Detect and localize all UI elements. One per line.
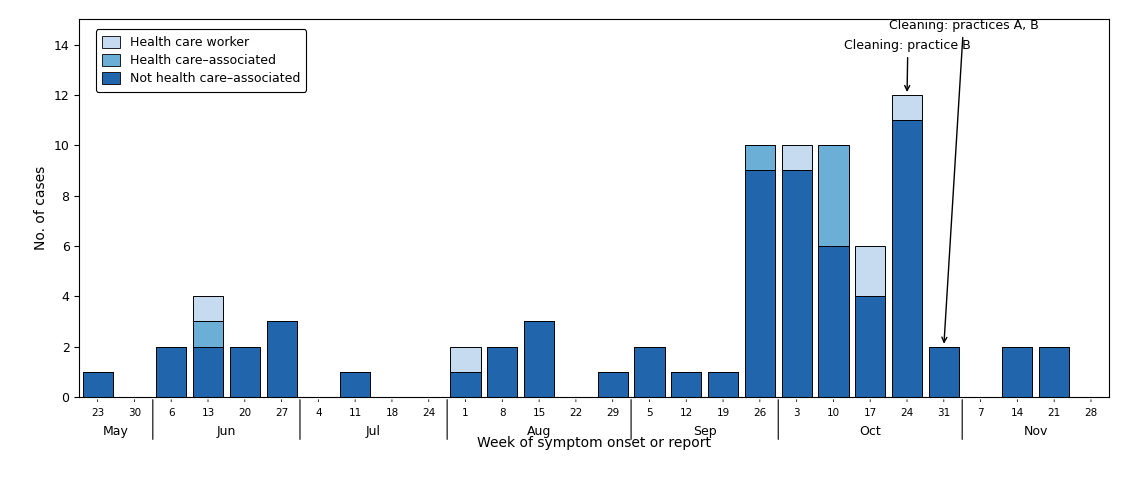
Text: 12: 12 <box>679 408 693 418</box>
Bar <box>487 347 517 397</box>
Bar <box>1002 347 1032 397</box>
Bar <box>192 347 223 397</box>
Text: 17: 17 <box>864 408 877 418</box>
Text: 30: 30 <box>128 408 142 418</box>
Bar <box>451 347 481 372</box>
Text: 28: 28 <box>1084 408 1098 418</box>
Bar <box>671 372 702 397</box>
Text: 23: 23 <box>91 408 104 418</box>
Legend: Health care worker, Health care–associated, Not health care–associated: Health care worker, Health care–associat… <box>96 30 306 91</box>
Text: 27: 27 <box>275 408 289 418</box>
Bar <box>892 120 923 397</box>
Text: 15: 15 <box>532 408 546 418</box>
Text: 14: 14 <box>1011 408 1024 418</box>
Y-axis label: No. of cases: No. of cases <box>34 166 48 250</box>
Text: Aug: Aug <box>526 424 551 438</box>
Bar <box>818 246 849 397</box>
Bar <box>634 347 664 397</box>
Bar <box>192 321 223 347</box>
Bar <box>892 95 923 120</box>
Bar <box>745 170 775 397</box>
X-axis label: Week of symptom onset or report: Week of symptom onset or report <box>478 436 711 450</box>
Bar <box>781 170 812 397</box>
Bar <box>524 321 555 397</box>
Bar <box>230 347 260 397</box>
Text: 26: 26 <box>753 408 766 418</box>
Bar <box>340 372 370 397</box>
Bar <box>192 296 223 321</box>
Bar <box>708 372 738 397</box>
Text: 18: 18 <box>385 408 398 418</box>
Bar <box>781 145 812 170</box>
Text: 1: 1 <box>462 408 469 418</box>
Text: 13: 13 <box>201 408 215 418</box>
Text: 8: 8 <box>499 408 506 418</box>
Text: 29: 29 <box>606 408 619 418</box>
Text: Sep: Sep <box>693 424 717 438</box>
Text: 5: 5 <box>646 408 653 418</box>
Bar <box>745 145 775 170</box>
Bar <box>451 372 481 397</box>
Text: 6: 6 <box>168 408 174 418</box>
Bar <box>156 347 187 397</box>
Text: May: May <box>103 424 129 438</box>
Text: 10: 10 <box>826 408 840 418</box>
Text: Jul: Jul <box>366 424 381 438</box>
Text: 31: 31 <box>937 408 951 418</box>
Text: Cleaning: practices A, B: Cleaning: practices A, B <box>889 19 1038 342</box>
Text: 24: 24 <box>422 408 436 418</box>
Text: 4: 4 <box>315 408 321 418</box>
Text: 22: 22 <box>569 408 583 418</box>
Text: Oct: Oct <box>859 424 881 438</box>
Text: 19: 19 <box>717 408 730 418</box>
Bar <box>855 246 885 296</box>
Text: 24: 24 <box>900 408 914 418</box>
Bar <box>928 347 959 397</box>
Bar <box>1039 347 1070 397</box>
Bar <box>855 296 885 397</box>
Bar <box>266 321 297 397</box>
Text: 3: 3 <box>794 408 800 418</box>
Text: 20: 20 <box>238 408 251 418</box>
Bar <box>818 145 849 246</box>
Bar <box>598 372 628 397</box>
Text: Jun: Jun <box>216 424 237 438</box>
Text: Nov: Nov <box>1023 424 1048 438</box>
Text: Cleaning: practice B: Cleaning: practice B <box>844 39 971 91</box>
Text: 21: 21 <box>1047 408 1061 418</box>
Bar <box>83 372 113 397</box>
Text: 11: 11 <box>349 408 362 418</box>
Text: 7: 7 <box>977 408 984 418</box>
